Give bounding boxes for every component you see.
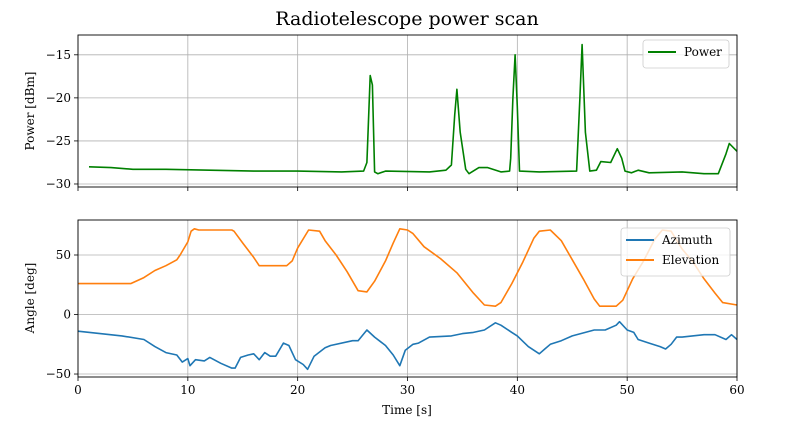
power-axes: −15 −20 −25 −30 Power	[46, 34, 738, 191]
legend: Power	[642, 39, 730, 69]
x-tick-label: 10	[180, 383, 195, 397]
y-tick-label: −15	[46, 48, 71, 62]
y-tick-label: 50	[56, 248, 71, 262]
ylabel-angle: Angle [deg]	[23, 263, 37, 335]
axes-frame	[77, 219, 738, 378]
series-line-power	[88, 43, 738, 175]
series-line-elevation	[78, 228, 738, 308]
series-line-azimuth	[77, 320, 738, 371]
x-tick-label: 40	[510, 383, 525, 397]
x-tick-label: 30	[400, 383, 415, 397]
legend-label-elevation: Elevation	[662, 253, 720, 267]
legend-label-power: Power	[684, 45, 722, 59]
y-tick-label: −50	[46, 367, 71, 381]
y-tick-label: −20	[46, 91, 71, 105]
x-tick-label: 20	[290, 383, 305, 397]
y-tick-label: −30	[46, 177, 71, 191]
chart-title: Radiotelescope power scan	[275, 8, 538, 30]
x-tick-label: 60	[729, 383, 744, 397]
legend-label-azimuth: Azimuth	[661, 233, 713, 247]
legend-box	[642, 39, 730, 69]
ylabel-power: Power [dBm]	[23, 72, 37, 151]
x-tick-label: 50	[620, 383, 635, 397]
xlabel-time: Time [s]	[382, 403, 432, 417]
axes-frame	[77, 34, 738, 188]
x-tick-label: 0	[74, 383, 82, 397]
legend: Azimuth Elevation	[620, 227, 731, 277]
y-tick-label: 0	[63, 308, 71, 322]
y-tick-label: −25	[46, 134, 71, 148]
